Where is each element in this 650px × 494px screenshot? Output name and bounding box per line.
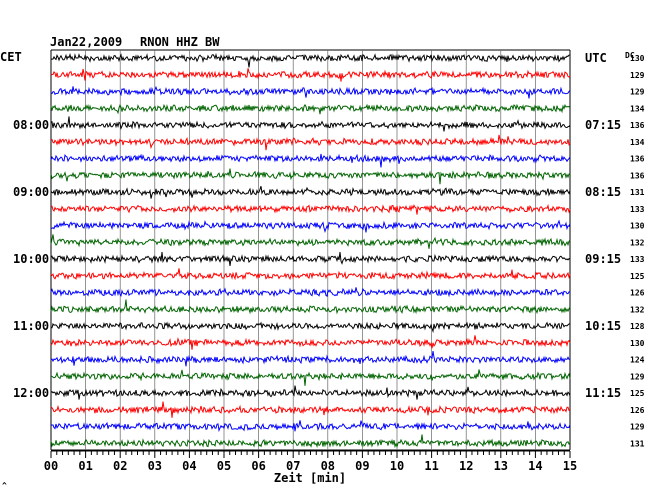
x-tick-label: 10 <box>390 459 404 473</box>
dc-offset-label: 130 <box>630 222 645 231</box>
left-hour-label: 11:00 <box>13 319 49 333</box>
dc-offset-label: 130 <box>630 54 645 63</box>
dc-offset-label: 128 <box>630 322 645 331</box>
left-hour-label: 08:00 <box>13 118 49 132</box>
station-label: RNON HHZ BW <box>140 35 220 49</box>
dc-offset-label: 129 <box>630 71 645 80</box>
left-timezone-label: CET <box>0 50 22 64</box>
x-axis-title: Zeit [min] <box>274 471 346 485</box>
dc-offset-label: 130 <box>630 339 645 348</box>
right-hour-label: 10:15 <box>585 319 621 333</box>
x-tick-label: 08 <box>321 459 335 473</box>
trace-row-9 <box>50 203 571 215</box>
right-hour-label: 11:15 <box>585 386 621 400</box>
left-hour-label: 09:00 <box>13 185 49 199</box>
dc-offset-label: 131 <box>630 439 645 448</box>
left-hour-label: 12:00 <box>13 386 49 400</box>
x-tick-label: 01 <box>78 459 92 473</box>
right-hour-label: 09:15 <box>585 252 621 266</box>
dc-offset-label: 125 <box>630 272 645 281</box>
trace-row-6 <box>50 153 571 168</box>
left-time-labels: 08:00 09:00 10:00 11:00 12:00 <box>13 118 49 400</box>
x-tick-label: 05 <box>217 459 231 473</box>
dc-offset-label: 131 <box>630 188 645 197</box>
trace-row-16 <box>50 321 571 334</box>
date-label: Jan22,2009 <box>50 35 122 49</box>
trace-row-19 <box>50 369 571 386</box>
trace-row-13 <box>50 268 571 281</box>
dc-offset-labels: 130 129 129 134 136 134 136 136 131 133 130 132 133 1… <box>630 54 645 448</box>
dc-offset-label: 132 <box>630 238 645 247</box>
dc-offset-label: 134 <box>630 138 645 147</box>
dc-offset-label: 129 <box>630 423 645 432</box>
trace-row-23 <box>50 434 571 449</box>
dc-header-label: DC <box>625 51 635 60</box>
corner-mark: ^ <box>2 481 7 490</box>
dc-offset-label: 136 <box>630 155 645 164</box>
trace-row-8 <box>50 186 571 199</box>
trace-row-14 <box>50 287 571 298</box>
trace-row-10 <box>50 219 571 234</box>
trace-row-5 <box>50 134 571 151</box>
x-tick-label: 12 <box>459 459 473 473</box>
trace-row-7 <box>50 168 571 185</box>
dc-offset-label: 124 <box>630 356 645 365</box>
right-hour-label: UTC <box>585 51 607 65</box>
dc-offset-label: 126 <box>630 289 645 298</box>
trace-row-4 <box>50 116 571 132</box>
trace-row-15 <box>50 299 571 315</box>
trace-row-17 <box>50 335 571 350</box>
dc-offset-label: 132 <box>630 305 645 314</box>
trace-row-3 <box>50 103 571 115</box>
x-tick-label: 07 <box>286 459 300 473</box>
dc-offset-label: 125 <box>630 389 645 398</box>
dc-offset-label: 136 <box>630 171 645 180</box>
x-tick-label: 04 <box>182 459 196 473</box>
trace-row-2 <box>50 85 571 99</box>
x-tick-label: 13 <box>494 459 508 473</box>
x-tick-label: 09 <box>355 459 369 473</box>
right-hour-label: 08:15 <box>585 185 621 199</box>
dc-offset-label: 134 <box>630 104 645 113</box>
x-tick-label: 02 <box>113 459 127 473</box>
x-tick-label: 00 <box>44 459 58 473</box>
dc-offset-label: 133 <box>630 205 645 214</box>
x-tick-label: 11 <box>424 459 438 473</box>
trace-row-21 <box>50 401 571 418</box>
dc-offset-label: 129 <box>630 372 645 381</box>
dc-offset-label: 136 <box>630 121 645 130</box>
right-time-labels: UTC 07:15 08:15 09:15 10:15 11:15 <box>585 51 621 400</box>
x-tick-label: 06 <box>251 459 265 473</box>
seismogram-traces <box>50 52 571 449</box>
x-tick-label: 15 <box>563 459 577 473</box>
dc-offset-label: 126 <box>630 406 645 415</box>
x-tick-label: 14 <box>528 459 542 473</box>
trace-row-18 <box>50 351 571 367</box>
x-axis: 00 01 02 03 04 05 06 07 08 09 10 11 12 13 14 15 <box>44 450 577 473</box>
trace-row-1 <box>50 68 571 82</box>
dc-offset-label: 133 <box>630 255 645 264</box>
x-tick-label: 03 <box>148 459 162 473</box>
trace-row-12 <box>50 252 571 266</box>
right-hour-label: 07:15 <box>585 118 621 132</box>
plot-frame <box>50 49 571 451</box>
trace-row-11 <box>50 234 571 249</box>
dc-offset-label: 129 <box>630 88 645 97</box>
trace-row-0 <box>50 52 570 68</box>
trace-row-20 <box>50 385 571 400</box>
left-hour-label: 10:00 <box>13 252 49 266</box>
trace-row-22 <box>50 420 571 433</box>
